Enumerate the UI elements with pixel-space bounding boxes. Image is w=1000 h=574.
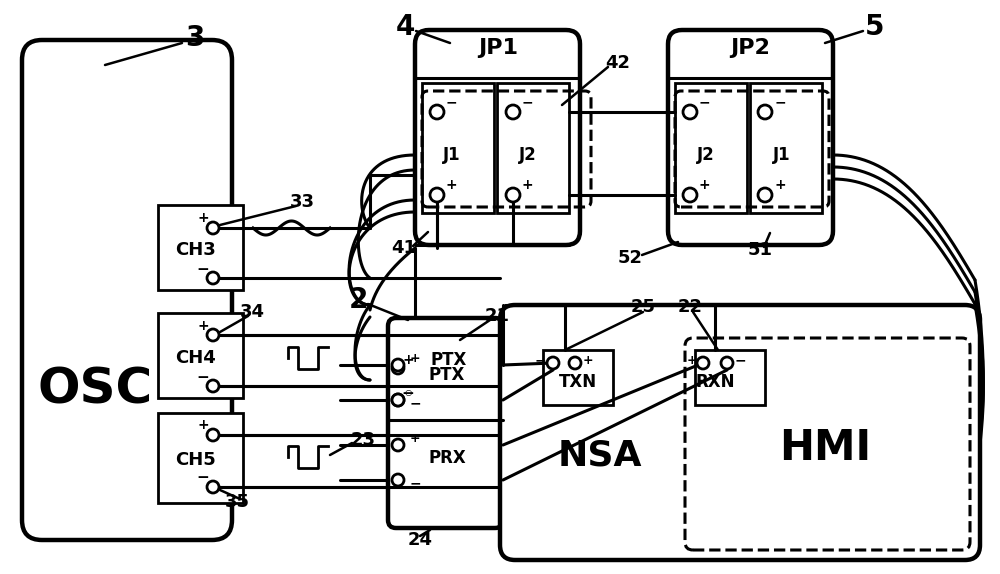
Circle shape bbox=[547, 357, 559, 369]
Circle shape bbox=[683, 105, 697, 119]
Circle shape bbox=[392, 359, 404, 371]
Text: 21: 21 bbox=[484, 307, 510, 325]
FancyBboxPatch shape bbox=[22, 40, 232, 540]
Text: +: + bbox=[197, 418, 209, 432]
Circle shape bbox=[207, 380, 219, 392]
Text: 2: 2 bbox=[348, 286, 368, 314]
Circle shape bbox=[569, 357, 581, 369]
Circle shape bbox=[392, 394, 404, 406]
Text: −: − bbox=[402, 386, 414, 401]
FancyBboxPatch shape bbox=[685, 338, 970, 550]
Bar bbox=[543, 350, 613, 405]
Bar bbox=[158, 313, 243, 398]
Circle shape bbox=[392, 474, 404, 486]
Text: +: + bbox=[445, 178, 457, 192]
Text: −: − bbox=[534, 353, 546, 367]
Text: OSC: OSC bbox=[37, 366, 153, 414]
Text: 34: 34 bbox=[240, 303, 264, 321]
Text: CH3: CH3 bbox=[175, 241, 216, 259]
Text: JP1: JP1 bbox=[478, 38, 518, 58]
Circle shape bbox=[683, 188, 697, 202]
Circle shape bbox=[697, 357, 709, 369]
Text: 4: 4 bbox=[395, 13, 415, 41]
Text: ○: ○ bbox=[404, 389, 412, 398]
Text: NSA: NSA bbox=[558, 438, 642, 472]
Text: HMI: HMI bbox=[779, 427, 871, 469]
Text: 33: 33 bbox=[290, 193, 314, 211]
Text: −: − bbox=[197, 370, 209, 386]
Text: −: − bbox=[410, 396, 422, 410]
Circle shape bbox=[207, 272, 219, 284]
Text: 23: 23 bbox=[351, 431, 376, 449]
Circle shape bbox=[207, 429, 219, 441]
Text: −: − bbox=[735, 353, 747, 367]
Circle shape bbox=[207, 222, 219, 234]
Text: +: + bbox=[410, 351, 421, 364]
Text: −: − bbox=[197, 262, 209, 277]
Circle shape bbox=[207, 329, 219, 341]
Text: −: − bbox=[698, 95, 710, 109]
Circle shape bbox=[207, 481, 219, 493]
Text: 42: 42 bbox=[606, 54, 631, 72]
Text: 25: 25 bbox=[631, 298, 656, 316]
Text: +: + bbox=[402, 353, 414, 367]
Text: −: − bbox=[774, 95, 786, 109]
Bar bbox=[750, 83, 822, 213]
Text: +: + bbox=[698, 178, 710, 192]
Text: +: + bbox=[197, 319, 209, 333]
FancyBboxPatch shape bbox=[668, 30, 833, 245]
Bar bbox=[158, 413, 243, 503]
FancyBboxPatch shape bbox=[388, 318, 503, 528]
Circle shape bbox=[430, 188, 444, 202]
Text: +: + bbox=[521, 178, 533, 192]
FancyBboxPatch shape bbox=[500, 305, 980, 560]
Text: +: + bbox=[583, 354, 594, 367]
Text: J1: J1 bbox=[773, 146, 791, 164]
Text: 24: 24 bbox=[408, 531, 432, 549]
Text: −: − bbox=[521, 95, 533, 109]
Circle shape bbox=[506, 188, 520, 202]
Text: 41: 41 bbox=[392, 239, 416, 257]
Circle shape bbox=[721, 357, 733, 369]
Text: 35: 35 bbox=[224, 493, 250, 511]
Text: PTX: PTX bbox=[428, 366, 464, 384]
Text: −: − bbox=[445, 95, 457, 109]
Text: +: + bbox=[774, 178, 786, 192]
Text: 22: 22 bbox=[678, 298, 702, 316]
Text: PRX: PRX bbox=[428, 449, 466, 467]
Bar bbox=[497, 83, 569, 213]
Circle shape bbox=[430, 105, 444, 119]
Text: −: − bbox=[197, 471, 209, 486]
Text: 52: 52 bbox=[618, 249, 642, 267]
Text: TXN: TXN bbox=[559, 373, 597, 391]
Text: CH5: CH5 bbox=[175, 451, 216, 469]
Circle shape bbox=[758, 105, 772, 119]
Text: 3: 3 bbox=[185, 24, 205, 52]
Text: 5: 5 bbox=[865, 13, 885, 41]
Text: J2: J2 bbox=[697, 146, 715, 164]
Circle shape bbox=[392, 439, 404, 451]
Circle shape bbox=[758, 188, 772, 202]
Text: J2: J2 bbox=[519, 146, 537, 164]
Bar bbox=[695, 350, 765, 405]
Text: RXN: RXN bbox=[695, 373, 735, 391]
FancyBboxPatch shape bbox=[415, 30, 580, 245]
Text: 51: 51 bbox=[748, 241, 772, 259]
Text: PTX: PTX bbox=[430, 351, 466, 369]
Text: +: + bbox=[197, 211, 209, 225]
Text: JP2: JP2 bbox=[730, 38, 770, 58]
Text: CH4: CH4 bbox=[175, 349, 216, 367]
Text: +: + bbox=[686, 354, 697, 367]
Text: J1: J1 bbox=[443, 146, 461, 164]
Bar bbox=[158, 205, 243, 290]
Circle shape bbox=[392, 362, 404, 374]
Bar bbox=[675, 83, 747, 213]
Circle shape bbox=[506, 105, 520, 119]
Bar bbox=[422, 83, 494, 213]
Text: −: − bbox=[410, 476, 422, 490]
Text: +: + bbox=[410, 432, 421, 444]
Circle shape bbox=[392, 394, 404, 406]
